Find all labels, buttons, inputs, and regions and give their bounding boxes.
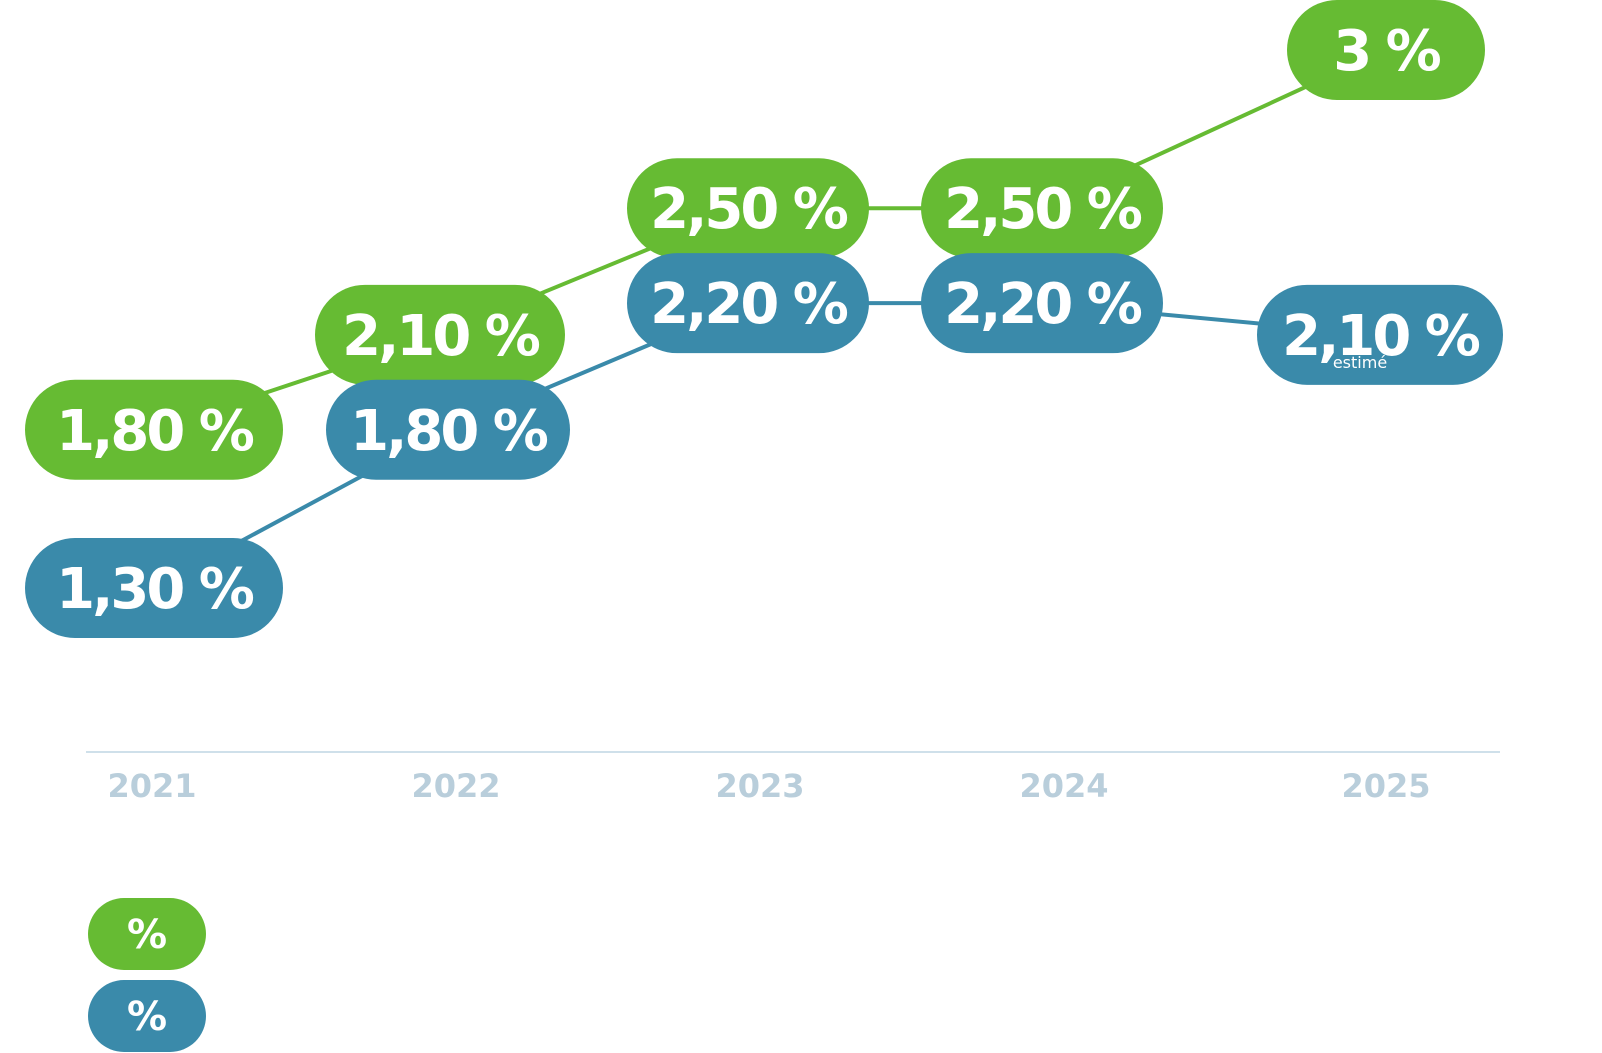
legend-swatch: [88, 980, 206, 1052]
legend-item: % Taux moyen annuel servi Garanti Rendeme…: [88, 980, 1379, 1052]
data-label: 1,30 %: [56, 557, 254, 622]
series-1-marker: [627, 158, 869, 259]
estimate-note: estimé: [1333, 353, 1387, 372]
data-label-pill: 2,20 %: [627, 253, 869, 354]
data-label-pill: 2,10 %: [1257, 284, 1503, 385]
data-label: 1,80 %: [56, 399, 254, 464]
data-label-pill: 2,10 %: [315, 284, 565, 385]
legend-symbol: %: [127, 912, 167, 958]
estimate-note: estimé: [1335, 110, 1389, 129]
series-2-marker: [627, 253, 869, 354]
data-label-pill: 3 %: [1287, 0, 1485, 100]
legend-label: Taux moyen annuel servi Garanti Performa…: [236, 912, 1280, 958]
series-1-marker: [921, 158, 1163, 259]
series-2-marker: [326, 379, 570, 480]
x-tick-label: 2023: [715, 767, 804, 805]
series-1-marker: [315, 284, 565, 385]
data-label: 3 %: [1333, 19, 1440, 84]
legend: % Taux moyen annuel servi Garanti Perform…: [88, 898, 1421, 1052]
estimate-notes: estimé estimé: [1333, 110, 1389, 372]
legend-footnote-mark: (1): [1386, 903, 1421, 928]
legend-symbol: %: [127, 994, 167, 1040]
data-label-pill: 1,80 %: [326, 379, 570, 480]
data-label: 2,20 %: [944, 272, 1142, 337]
x-tick-label: 2024: [1019, 767, 1108, 805]
data-label: 1,80 %: [350, 399, 548, 464]
data-label-pill: 1,80 %: [25, 379, 283, 480]
data-labels: 1,80 % 2,10 % 2,50 % 2,50 % 3 % 1,30 % 1,80 % 2…: [25, 0, 1503, 638]
data-label: 2,10 %: [342, 304, 540, 369]
series-2-marker: [1257, 284, 1503, 385]
series-2-marker: [921, 253, 1163, 354]
series-1-marker: [25, 379, 283, 480]
x-tick-label: 2022: [411, 767, 500, 805]
series-1-marker: [1287, 0, 1485, 100]
data-label-pill: 2,20 %: [921, 253, 1163, 354]
legend-swatch: [88, 898, 206, 970]
data-label: 2,50 %: [650, 177, 848, 242]
legend-footnote-mark: (2): [1344, 985, 1379, 1010]
data-label-pill: 2,50 %: [627, 158, 869, 259]
legend-item: % Taux moyen annuel servi Garanti Perform…: [88, 898, 1421, 970]
data-label: 2,50 %: [944, 177, 1142, 242]
data-label: 2,10 %: [1282, 304, 1480, 369]
data-label-pill: 2,50 %: [921, 158, 1163, 259]
legend-label: Taux moyen annuel servi Garanti Rendemen…: [236, 994, 1250, 1040]
data-label: 2,20 %: [650, 272, 848, 337]
x-tick-label: 2021: [107, 767, 196, 805]
series-2-marker: [25, 538, 283, 638]
data-label-pill: 1,30 %: [25, 538, 283, 638]
x-tick-label: 2025: [1341, 767, 1430, 805]
x-axis-ticks: 2021 2022 2023 2024 2025: [107, 767, 1430, 805]
